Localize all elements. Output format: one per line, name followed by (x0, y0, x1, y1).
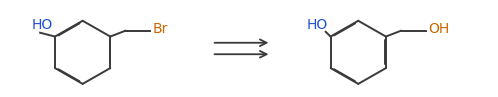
Text: OH: OH (428, 22, 449, 36)
Text: Br: Br (152, 22, 168, 36)
Text: HO: HO (307, 18, 328, 32)
Text: HO: HO (31, 18, 52, 32)
